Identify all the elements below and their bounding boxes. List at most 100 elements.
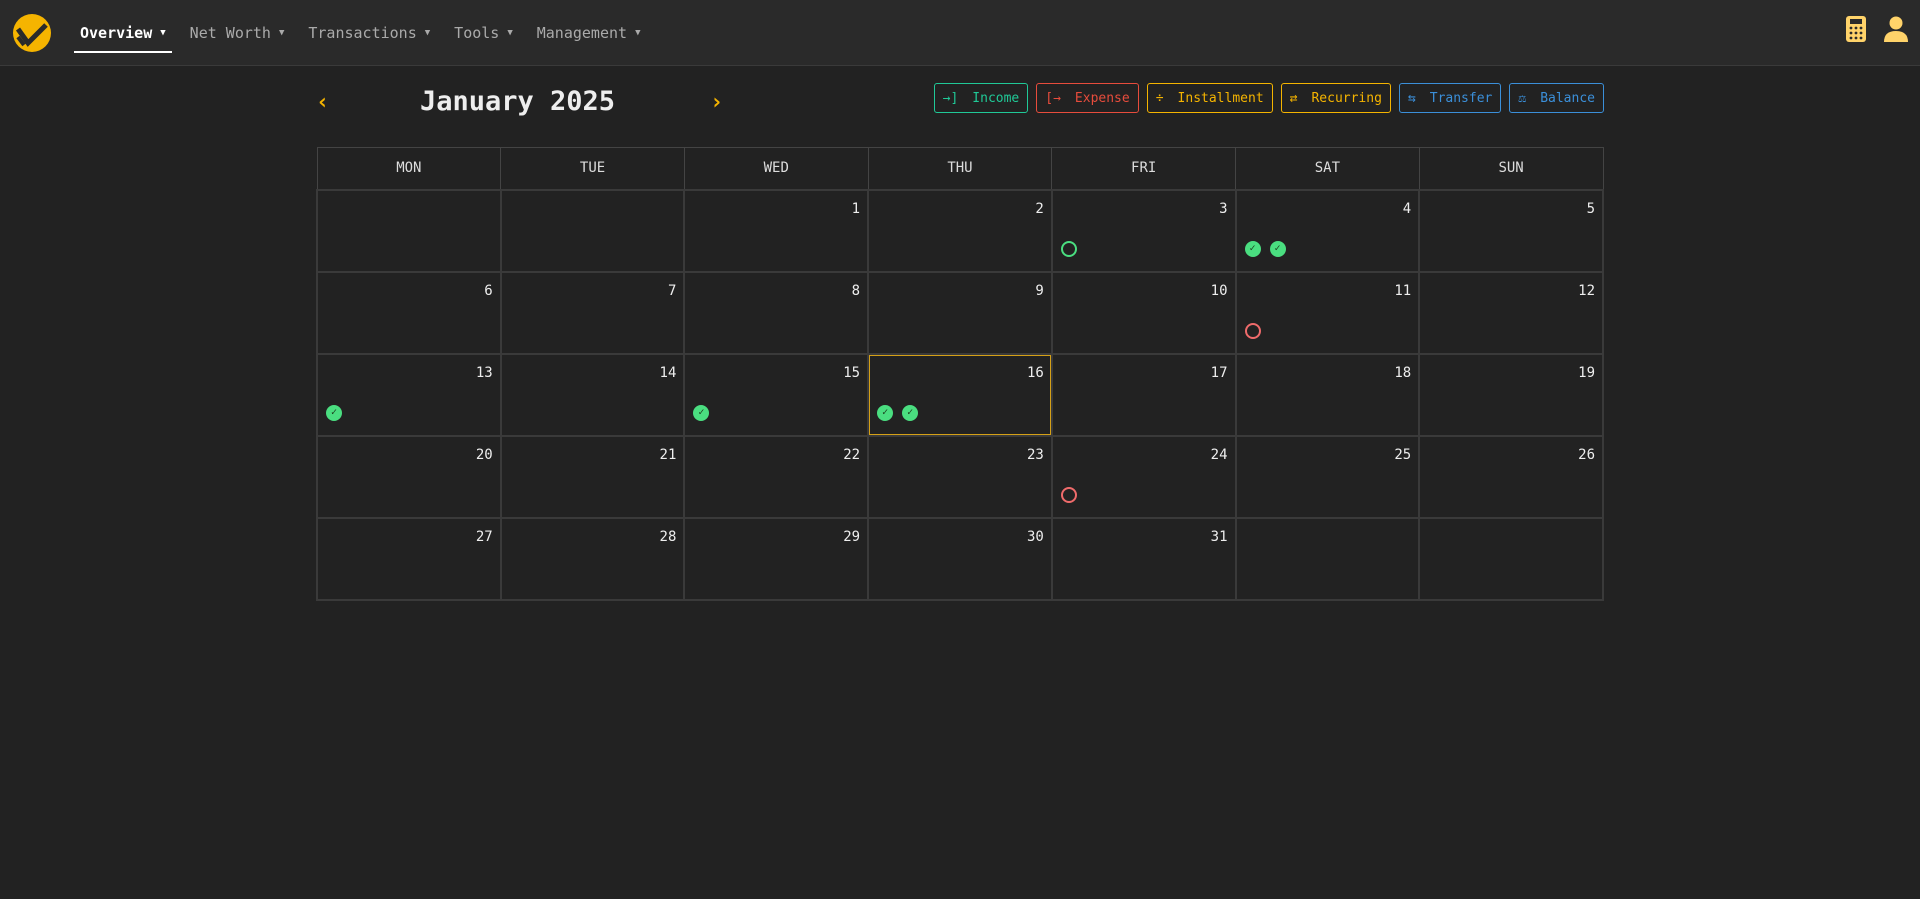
day-cell[interactable]: 27 <box>316 516 502 601</box>
nav-overview[interactable]: Overview ▼ <box>68 0 178 66</box>
prev-month-button[interactable]: ‹ <box>316 90 330 115</box>
check-circle-icon[interactable]: ✓ <box>693 404 710 421</box>
calendar-week: 20 21 22 23 24 25 26 <box>316 434 1604 519</box>
day-cell[interactable]: 13 ✓ <box>316 352 502 437</box>
day-cell[interactable]: 1 <box>683 188 870 273</box>
calendar-header: ‹ January 2025 › →] Income [→ Expense ÷ Insta… <box>316 66 1604 146</box>
empty-cell <box>499 188 686 273</box>
check-circle-icon[interactable]: ✓ <box>326 404 342 421</box>
installment-button[interactable]: ÷ Installment <box>1146 83 1273 113</box>
nav-label: Overview <box>80 23 153 42</box>
day-cell[interactable]: 12 <box>1418 270 1604 355</box>
nav-management[interactable]: Management ▼ <box>525 0 653 66</box>
day-number: 25 <box>1394 446 1412 463</box>
day-cell[interactable]: 9 <box>867 270 1053 355</box>
day-number: 1 <box>851 200 861 217</box>
day-cell[interactable]: 28 <box>499 516 686 601</box>
calendar-week: 27 28 29 30 31 <box>316 516 1604 601</box>
calendar-week: 6 7 8 9 10 11 12 <box>316 270 1604 355</box>
day-cell[interactable]: 3 <box>1050 188 1237 273</box>
calendar-grid: MON TUE WED THU FRI SAT SUN 1 2 3 4 ✓ ✓ 5 6 7 8 9 10 11 12 1… <box>316 147 1604 601</box>
day-cell[interactable]: 20 <box>316 434 502 519</box>
day-number: 28 <box>659 528 677 545</box>
day-cell[interactable]: 10 <box>1050 270 1237 355</box>
day-cell[interactable]: 5 <box>1418 188 1604 273</box>
caret-down-icon: ▼ <box>507 27 513 38</box>
day-number: 9 <box>1035 282 1044 299</box>
day-number: 26 <box>1578 446 1595 463</box>
day-cell[interactable]: 6 <box>316 270 502 355</box>
day-number: 7 <box>667 282 677 299</box>
day-cell[interactable]: 4 ✓ ✓ <box>1234 188 1421 273</box>
day-cell[interactable]: 26 <box>1418 434 1604 519</box>
app-logo[interactable] <box>12 13 52 53</box>
day-number: 10 <box>1210 282 1228 299</box>
month-title: January 2025 <box>420 86 616 117</box>
recurring-icon: ⇄ <box>1289 90 1298 106</box>
installment-icon: ÷ <box>1155 90 1164 106</box>
circle-icon[interactable] <box>1060 240 1077 257</box>
income-button[interactable]: →] Income <box>933 83 1029 113</box>
nav-tools[interactable]: Tools ▼ <box>442 0 525 66</box>
day-number: 22 <box>843 446 861 463</box>
expense-button[interactable]: [→ Expense <box>1036 83 1139 113</box>
nav-label: Net Worth <box>189 23 271 42</box>
day-cell[interactable]: 30 <box>867 516 1053 601</box>
day-number: 3 <box>1219 200 1228 217</box>
day-number: 23 <box>1026 446 1044 463</box>
button-label: Balance <box>1540 90 1595 106</box>
calculator-icon[interactable] <box>1846 16 1866 42</box>
day-cell[interactable]: 7 <box>499 270 686 355</box>
recurring-button[interactable]: ⇄ Recurring <box>1280 83 1391 113</box>
circle-icon[interactable] <box>1060 486 1077 503</box>
day-cell[interactable]: 16 ✓ ✓ <box>867 352 1053 437</box>
day-number: 4 <box>1402 200 1412 217</box>
day-cell[interactable]: 31 <box>1050 516 1237 601</box>
day-cell[interactable]: 18 <box>1234 352 1421 437</box>
day-cell[interactable]: 23 <box>867 434 1053 519</box>
balance-button[interactable]: ⚖ Balance <box>1509 83 1604 113</box>
day-cell[interactable]: 2 <box>867 188 1053 273</box>
weekday-header: MON <box>316 147 502 190</box>
day-cell[interactable]: 8 <box>683 270 870 355</box>
day-cell[interactable]: 29 <box>683 516 870 601</box>
day-number: 16 <box>1026 364 1044 381</box>
day-cell[interactable]: 24 <box>1050 434 1237 519</box>
top-nav: Overview ▼ Net Worth ▼ Transactions ▼ Tools ▼ Ma… <box>0 0 1920 66</box>
day-cell[interactable]: 15 ✓ <box>683 352 870 437</box>
button-label: Income <box>972 90 1020 106</box>
check-circle-icon[interactable]: ✓ <box>902 404 919 421</box>
check-circle-icon[interactable]: ✓ <box>1269 240 1286 257</box>
day-number: 19 <box>1578 364 1595 381</box>
circle-icon[interactable] <box>1244 322 1261 339</box>
day-number: 11 <box>1394 282 1412 299</box>
caret-down-icon: ▼ <box>278 27 285 38</box>
day-number: 21 <box>659 446 677 463</box>
day-cell[interactable]: 19 <box>1418 352 1604 437</box>
check-circle-icon[interactable]: ✓ <box>1244 240 1261 257</box>
day-number: 12 <box>1578 282 1595 299</box>
nav-net-worth[interactable]: Net Worth ▼ <box>178 0 297 66</box>
day-cell[interactable]: 25 <box>1234 434 1421 519</box>
button-label: Recurring <box>1311 90 1382 106</box>
calendar-week: 1 2 3 4 ✓ ✓ 5 <box>316 188 1604 273</box>
empty-cell <box>1418 516 1604 601</box>
day-number: 29 <box>843 528 861 545</box>
next-month-button[interactable]: › <box>710 90 724 115</box>
check-circle-icon[interactable]: ✓ <box>877 404 894 421</box>
transfer-button[interactable]: ⇆ Transfer <box>1398 83 1502 113</box>
day-cell[interactable]: 17 <box>1050 352 1237 437</box>
nav-transactions[interactable]: Transactions ▼ <box>296 0 442 66</box>
day-number: 17 <box>1210 364 1228 381</box>
nav-label: Transactions <box>308 23 417 42</box>
day-cell[interactable]: 14 <box>499 352 686 437</box>
nav-label: Management <box>536 23 628 42</box>
day-number: 5 <box>1586 200 1595 217</box>
empty-cell <box>1234 516 1421 601</box>
day-number: 15 <box>843 364 861 381</box>
day-cell[interactable]: 22 <box>683 434 870 519</box>
user-icon[interactable] <box>1884 16 1908 42</box>
day-number: 2 <box>1035 200 1044 217</box>
day-cell[interactable]: 11 <box>1234 270 1421 355</box>
day-cell[interactable]: 21 <box>499 434 686 519</box>
